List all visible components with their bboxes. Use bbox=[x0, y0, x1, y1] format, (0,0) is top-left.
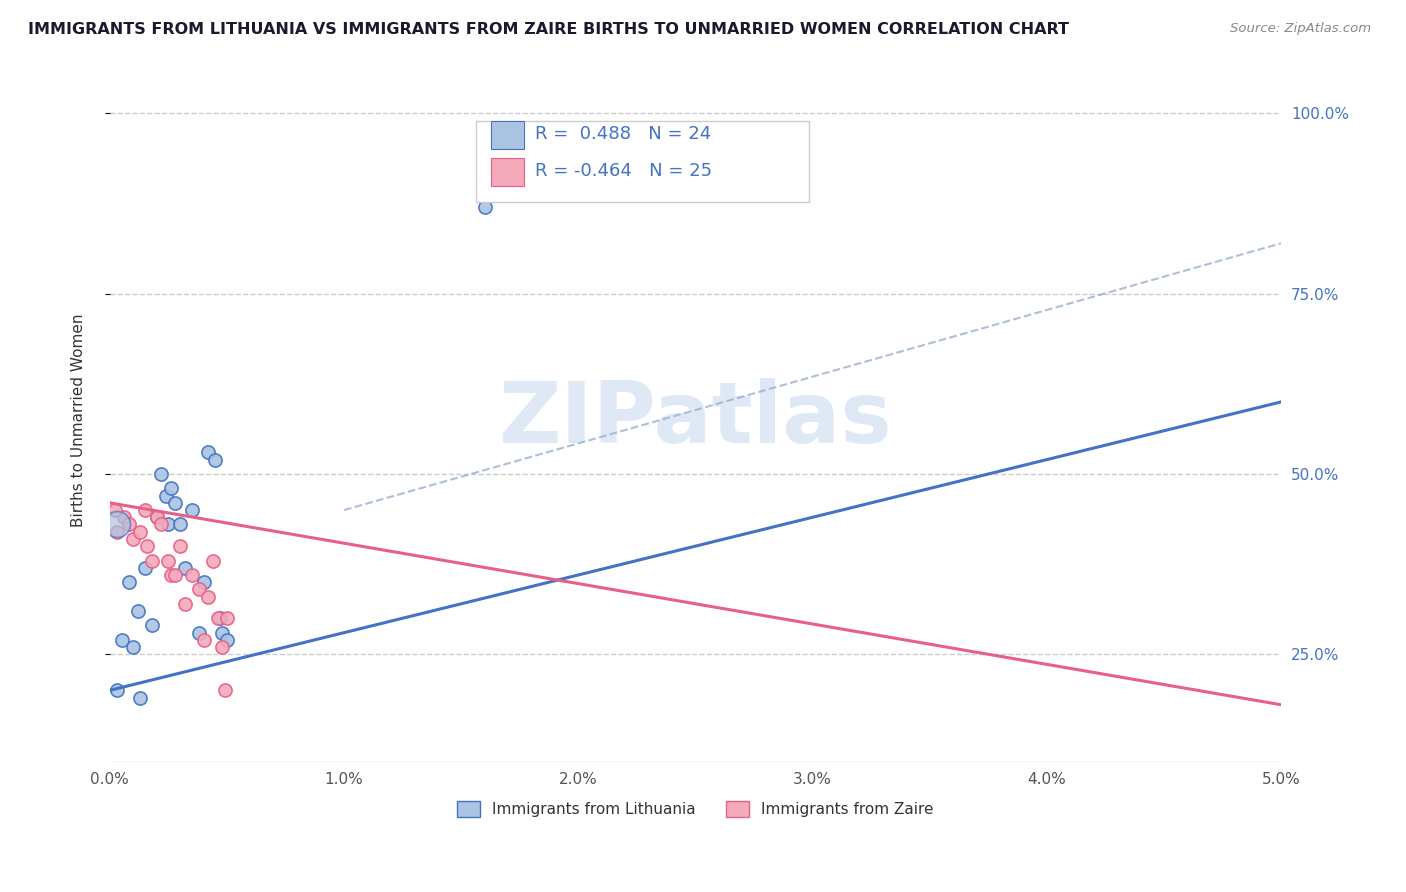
Text: IMMIGRANTS FROM LITHUANIA VS IMMIGRANTS FROM ZAIRE BIRTHS TO UNMARRIED WOMEN COR: IMMIGRANTS FROM LITHUANIA VS IMMIGRANTS … bbox=[28, 22, 1069, 37]
Point bbox=[103, 503, 125, 517]
Point bbox=[157, 553, 180, 567]
Point bbox=[193, 575, 215, 590]
Point bbox=[187, 625, 209, 640]
Point bbox=[105, 524, 128, 539]
Text: Source: ZipAtlas.com: Source: ZipAtlas.com bbox=[1230, 22, 1371, 36]
Point bbox=[173, 560, 195, 574]
Point bbox=[122, 532, 145, 546]
Point bbox=[117, 575, 139, 590]
FancyBboxPatch shape bbox=[491, 120, 524, 149]
Point bbox=[201, 553, 224, 567]
Point bbox=[136, 539, 159, 553]
Point bbox=[214, 683, 236, 698]
Point bbox=[150, 517, 173, 532]
Point bbox=[211, 625, 233, 640]
Point bbox=[180, 503, 202, 517]
Point bbox=[127, 604, 149, 618]
Point bbox=[157, 517, 180, 532]
Point bbox=[145, 510, 167, 524]
Point bbox=[193, 632, 215, 647]
Point bbox=[173, 597, 195, 611]
Point bbox=[105, 517, 128, 532]
Point bbox=[474, 200, 496, 214]
Point bbox=[134, 560, 156, 574]
Point bbox=[159, 568, 181, 582]
Point bbox=[134, 503, 156, 517]
Point bbox=[150, 467, 173, 481]
Point bbox=[105, 683, 128, 698]
Point bbox=[145, 510, 167, 524]
Y-axis label: Births to Unmarried Women: Births to Unmarried Women bbox=[72, 313, 86, 526]
Point bbox=[197, 445, 219, 459]
Point bbox=[165, 496, 187, 510]
Point bbox=[165, 568, 187, 582]
Point bbox=[211, 640, 233, 654]
Point bbox=[215, 632, 238, 647]
Point bbox=[117, 517, 139, 532]
Point bbox=[169, 539, 191, 553]
Point bbox=[197, 590, 219, 604]
Point bbox=[129, 524, 152, 539]
Point bbox=[129, 690, 152, 705]
Point bbox=[208, 611, 231, 625]
Point bbox=[180, 568, 202, 582]
Point bbox=[110, 632, 132, 647]
Point bbox=[204, 452, 226, 467]
Point bbox=[159, 482, 181, 496]
Point bbox=[112, 510, 135, 524]
Point bbox=[141, 618, 163, 632]
Legend: Immigrants from Lithuania, Immigrants from Zaire: Immigrants from Lithuania, Immigrants fr… bbox=[451, 795, 941, 823]
FancyBboxPatch shape bbox=[477, 120, 808, 202]
Point bbox=[215, 611, 238, 625]
Text: R = -0.464   N = 25: R = -0.464 N = 25 bbox=[536, 162, 711, 180]
Point bbox=[187, 582, 209, 597]
Point bbox=[141, 553, 163, 567]
Point bbox=[169, 517, 191, 532]
FancyBboxPatch shape bbox=[491, 158, 524, 186]
Point bbox=[122, 640, 145, 654]
Text: R =  0.488   N = 24: R = 0.488 N = 24 bbox=[536, 125, 711, 144]
Text: ZIPatlas: ZIPatlas bbox=[499, 378, 893, 461]
Point bbox=[155, 489, 177, 503]
Point bbox=[207, 611, 229, 625]
